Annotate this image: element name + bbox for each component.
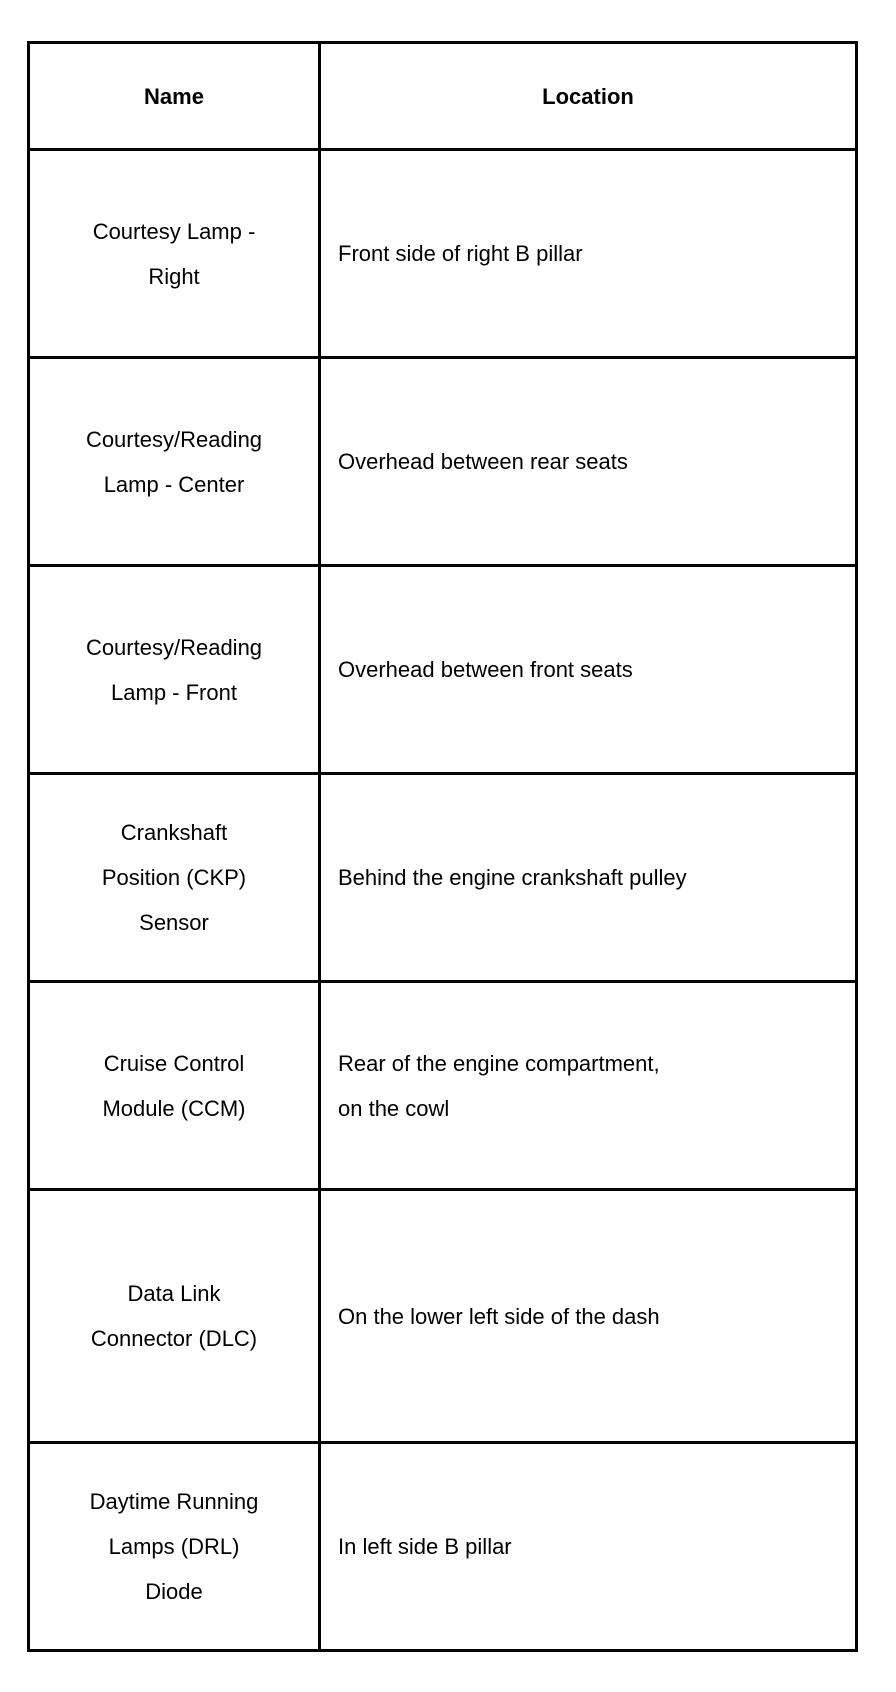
header-location: Location	[318, 41, 858, 151]
location-cell: Overhead between front seats	[318, 564, 858, 775]
location-cell-line: Overhead between front seats	[338, 657, 633, 682]
location-cell: Behind the engine crankshaft pulley	[318, 772, 858, 983]
location-cell-line: Overhead between rear seats	[338, 449, 628, 474]
name-cell-line: Sensor	[139, 910, 209, 935]
name-cell: Courtesy/Reading Lamp - Center	[27, 356, 321, 567]
location-cell: In left side B pillar	[318, 1441, 858, 1652]
name-cell: Courtesy Lamp - Right	[27, 148, 321, 359]
location-cell-line: on the cowl	[338, 1095, 450, 1121]
location-cell: On the lower left side of the dash	[318, 1188, 858, 1444]
location-cell: Overhead between rear seats	[318, 356, 858, 567]
table-row: Crankshaft Position (CKP) Sensor Behind the…	[27, 772, 858, 983]
table-row: Data Link Connector (DLC) On the lower lef…	[27, 1188, 858, 1444]
name-cell-line: Right	[148, 263, 200, 289]
location-cell-line: In left side B pillar	[338, 1534, 512, 1559]
name-cell-line: Lamp - Front	[111, 679, 237, 705]
name-cell-line: Courtesy/Reading	[85, 426, 263, 452]
table-row: Daytime Running Lamps (DRL) Diode In left s…	[27, 1441, 858, 1652]
location-cell-line: Behind the engine crankshaft pulley	[338, 865, 687, 890]
name-cell-line: Courtesy/Reading	[85, 634, 263, 660]
name-cell: Daytime Running Lamps (DRL) Diode	[27, 1441, 321, 1652]
location-cell: Rear of the engine compartment, on the co…	[318, 980, 858, 1191]
table-header-row: Name Location	[27, 41, 858, 151]
name-cell: Crankshaft Position (CKP) Sensor	[27, 772, 321, 983]
name-cell: Courtesy/Reading Lamp - Front	[27, 564, 321, 775]
name-cell-line: Position (CKP)	[101, 865, 247, 890]
name-cell-line: Connector (DLC)	[90, 1326, 258, 1351]
name-cell-line: Lamp - Center	[103, 471, 245, 497]
name-cell-line: Module (CCM)	[102, 1095, 246, 1121]
name-cell-line: Lamps (DRL)	[108, 1534, 240, 1559]
table-row: Courtesy/Reading Lamp - Front Overhead bet…	[27, 564, 858, 775]
header-name: Name	[27, 41, 321, 151]
name-cell-line: Diode	[145, 1579, 203, 1604]
table-row: Courtesy Lamp - Right Front side of right …	[27, 148, 858, 359]
name-cell: Cruise Control Module (CCM)	[27, 980, 321, 1191]
table-row: Cruise Control Module (CCM) Rear of the en…	[27, 980, 858, 1191]
location-cell-line: Front side of right B pillar	[338, 241, 583, 266]
name-cell-line: Data Link	[127, 1281, 221, 1306]
name-cell-line: Daytime Running	[89, 1489, 259, 1514]
name-cell: Data Link Connector (DLC)	[27, 1188, 321, 1444]
location-cell-line: On the lower left side of the dash	[338, 1303, 660, 1329]
name-cell-line: Courtesy Lamp -	[92, 218, 256, 244]
location-cell-line: Rear of the engine compartment,	[338, 1050, 660, 1076]
name-cell-line: Crankshaft	[120, 820, 228, 845]
name-cell-line: Cruise Control	[103, 1050, 245, 1076]
component-location-table: Name Location Courtesy Lamp - Right Front …	[27, 41, 858, 1652]
table-row: Courtesy/Reading Lamp - Center Overhead be…	[27, 356, 858, 567]
location-cell: Front side of right B pillar	[318, 148, 858, 359]
